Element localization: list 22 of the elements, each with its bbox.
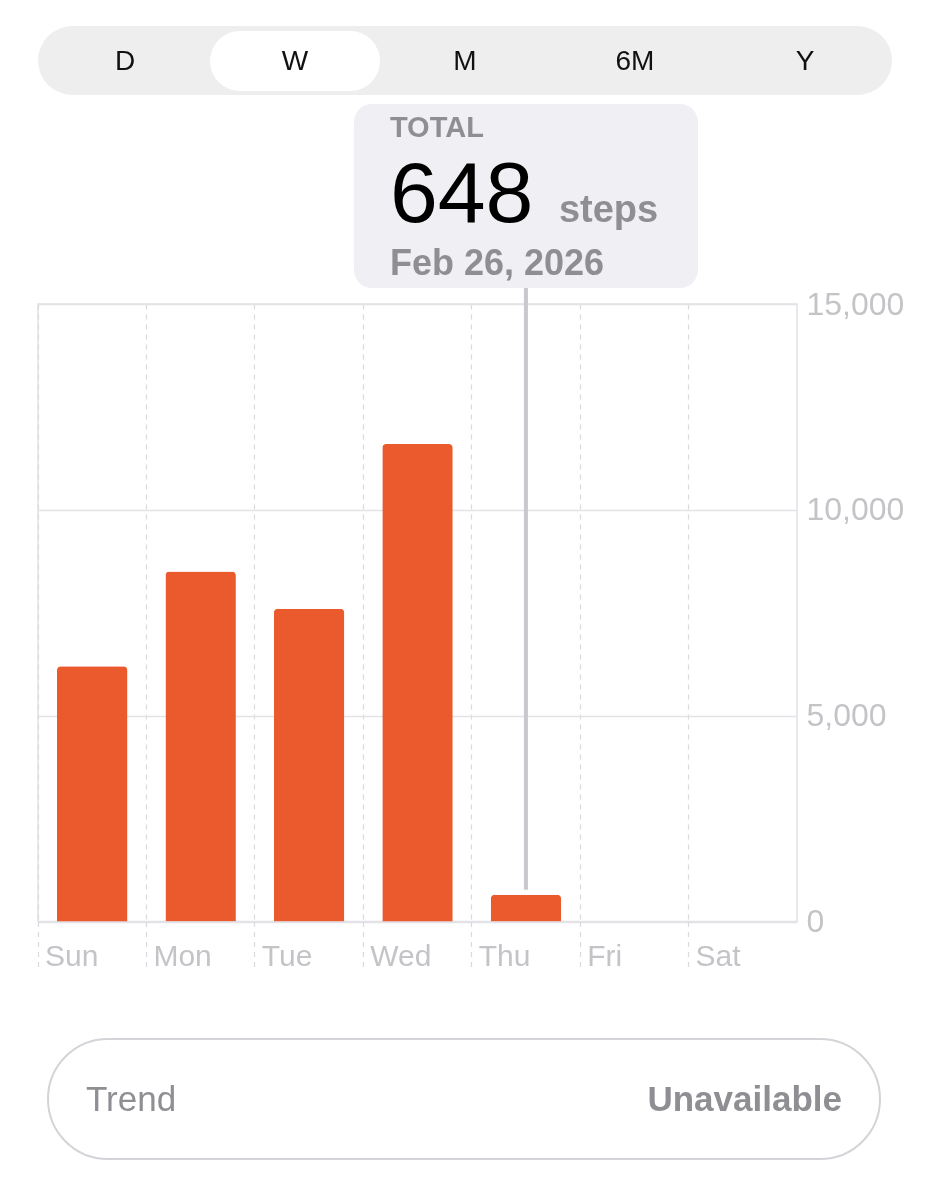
- trend-field: Trend Unavailable: [47, 1038, 881, 1160]
- y-tick-label: 10,000: [806, 491, 905, 528]
- x-tick-label: Thu: [478, 939, 531, 972]
- x-tick-label: Sat: [695, 939, 742, 972]
- bar: [382, 443, 453, 922]
- x-tick-label: Fri: [587, 939, 623, 972]
- y-tick-label: 5,000: [806, 697, 887, 734]
- text: 648: [389, 144, 534, 240]
- y-tick-label: 0: [806, 903, 825, 939]
- x-tick-label: Wed: [370, 939, 432, 972]
- bar: [56, 666, 128, 922]
- y-tick-label: 15,000: [806, 285, 905, 322]
- bar: [273, 608, 345, 922]
- text: Feb 26, 2026: [389, 242, 605, 283]
- x-tick-label: Mon: [153, 939, 212, 972]
- text: TOTAL: [389, 111, 484, 143]
- text: steps: [558, 188, 659, 230]
- bar: [165, 571, 236, 922]
- segmented-control: D W M 6M Y: [38, 26, 892, 95]
- x-tick-label: Tue: [261, 939, 313, 972]
- x-tick-label: Sun: [45, 939, 99, 972]
- bar: [490, 894, 562, 922]
